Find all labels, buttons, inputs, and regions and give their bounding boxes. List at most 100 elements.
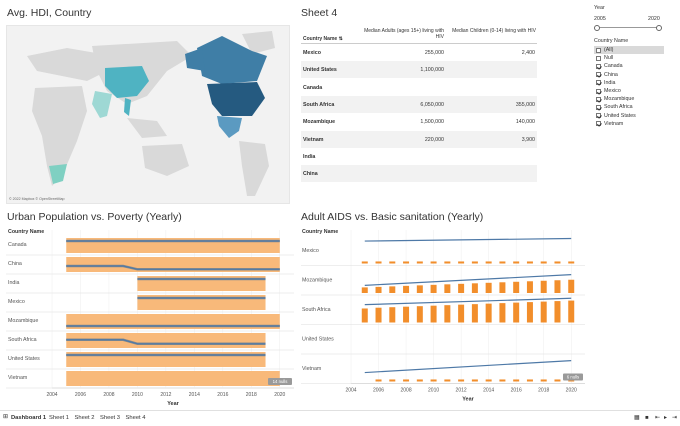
bar-mexico-2014 <box>485 261 492 264</box>
filter-item-canada[interactable]: Canada <box>594 62 664 70</box>
x-tick-label: 2006 <box>373 388 384 394</box>
table-row[interactable]: China <box>301 165 537 183</box>
vietnam-shape <box>124 98 131 116</box>
bar-vietnam-2007 <box>389 379 396 382</box>
filter-item-label: South Africa <box>604 104 633 111</box>
bar-mozambique-2018 <box>540 280 547 293</box>
nulls-badge[interactable] <box>268 378 292 385</box>
x-tick-label: 2012 <box>456 388 467 394</box>
filter-item-mozambique[interactable]: Mozambique <box>594 95 664 103</box>
nav-last-icon[interactable]: ⇥ <box>672 415 677 421</box>
grid-view-icon[interactable]: ▦ <box>634 415 640 421</box>
checkbox[interactable] <box>596 104 601 110</box>
filter-item-label: China <box>604 71 618 78</box>
year-slider-handle-min[interactable] <box>594 25 600 31</box>
checkbox[interactable] <box>596 55 601 61</box>
bar-south-africa-2008 <box>403 306 410 323</box>
bar-mozambique-2014 <box>485 282 492 293</box>
x-tick-label: 2016 <box>511 388 522 394</box>
bar-mozambique-2012 <box>458 283 465 293</box>
cell-country: Canada <box>303 84 323 91</box>
checkbox[interactable] <box>596 121 601 127</box>
filter-item-india[interactable]: India <box>594 79 664 87</box>
bar-south-africa-2010 <box>430 305 437 323</box>
nav-next-icon[interactable]: ▸ <box>664 415 667 421</box>
table-row[interactable]: India <box>301 148 537 165</box>
africa-shape <box>32 86 87 186</box>
nulls-badge[interactable] <box>563 373 583 381</box>
tab-sheet-4[interactable]: Sheet 4 <box>125 415 146 421</box>
bar-south-africa-2007 <box>389 307 396 323</box>
cell-country: Mexico <box>303 50 321 56</box>
filter-item-vietnam[interactable]: Vietnam <box>594 120 664 128</box>
bar-south-africa-2011 <box>444 305 451 323</box>
row-label-mexico: Mexico <box>8 299 25 305</box>
tab-sheet-1[interactable]: Sheet 1 <box>49 415 69 421</box>
year-slider-track[interactable] <box>597 27 659 28</box>
line-mexico <box>364 237 572 242</box>
tab-sheet-3[interactable]: Sheet 3 <box>100 415 120 421</box>
bar-south-africa-2013 <box>471 304 478 323</box>
checkbox[interactable] <box>596 113 601 119</box>
filter-item-all[interactable]: (All) <box>594 46 664 54</box>
col-header-country[interactable]: Country Name ⇅ <box>303 36 343 42</box>
table-row[interactable]: Mexico 255,000 2,400 <box>301 44 537 61</box>
filter-item-null[interactable]: Null <box>594 54 664 62</box>
line-vietnam <box>364 359 572 374</box>
table-row[interactable]: South Africa 6,050,000 355,000 <box>301 95 537 113</box>
checkbox[interactable] <box>596 63 601 69</box>
list-view-icon[interactable]: ■ <box>645 415 649 421</box>
tab-sheet-2[interactable]: Sheet 2 <box>74 415 95 421</box>
urban-chart[interactable]: 2004 2006 2008 2010 2012 2014 2016 2018 2020 Year… <box>0 230 300 410</box>
cell-adults: 1,500,000 <box>420 119 444 126</box>
nav-first-icon[interactable]: ⇤ <box>655 415 660 421</box>
filter-item-label: Canada <box>604 63 623 70</box>
x-tick-label: 2012 <box>160 392 171 398</box>
filter-item-label: Vietnam <box>604 120 624 127</box>
filter-item-label: Null <box>604 55 614 62</box>
bar-mozambique-2013 <box>471 283 478 293</box>
row-label-mozambique: Mozambique <box>8 318 38 324</box>
world-map[interactable]: © 2022 Mapbox © OpenStreetMap <box>6 25 290 204</box>
filter-item-china[interactable]: China <box>594 71 664 79</box>
checkbox[interactable] <box>596 72 601 78</box>
table-row[interactable]: Mozambique 1,500,000 140,000 <box>301 113 537 130</box>
col-header-children[interactable]: Median Children (0-14) living with HIV <box>452 28 536 34</box>
line-mozambique <box>364 274 572 286</box>
year-slider-handle-max[interactable] <box>656 25 662 31</box>
table-row[interactable]: Vietnam 220,000 3,900 <box>301 130 537 148</box>
table-row[interactable]: United States 1,100,000 <box>301 61 537 79</box>
bar-mexico-2015 <box>499 261 506 264</box>
x-tick-label: 2004 <box>46 392 57 398</box>
table-row[interactable]: Canada <box>301 79 537 96</box>
filter-item-label: India <box>604 79 616 86</box>
bar-mexico-2010 <box>430 261 437 264</box>
bar-vietnam-2012 <box>458 379 465 382</box>
bar-mexico-2016 <box>513 261 520 264</box>
bar-mozambique-2017 <box>526 281 533 293</box>
sort-icon[interactable]: ⇅ <box>338 36 343 42</box>
bar-south-africa-2009 <box>416 306 423 323</box>
bar-mexico-2019 <box>554 261 561 264</box>
bar-mozambique-2019 <box>554 280 561 293</box>
x-tick-label: 2014 <box>483 388 494 394</box>
filter-item-mexico[interactable]: Mexico <box>594 87 664 95</box>
tab-grid-icon[interactable]: ⊞ <box>3 414 8 420</box>
bar-vietnam-2006 <box>375 379 382 382</box>
x-tick-label: 2014 <box>189 392 200 398</box>
checkbox[interactable] <box>596 88 601 94</box>
filter-item-united-states[interactable]: United States <box>594 112 664 120</box>
filter-item-south-africa[interactable]: South Africa <box>594 103 664 111</box>
bar-south-africa-2016 <box>513 302 520 323</box>
checkbox[interactable] <box>596 47 601 53</box>
bar-mexico-2005 <box>361 261 368 264</box>
bar-south-africa-2018 <box>540 301 547 323</box>
china-shape <box>105 66 149 98</box>
sheet-tab-bar: ⊞ Dashboard 1 Sheet 1 Sheet 2 Sheet 3 Sheet … <box>0 410 680 426</box>
checkbox[interactable] <box>596 96 601 102</box>
col-header-adults[interactable]: Median Adults (ages 15+) living with HIV <box>364 28 444 40</box>
tab-dashboard-1[interactable]: Dashboard 1 <box>11 415 47 421</box>
checkbox[interactable] <box>596 80 601 86</box>
aids-chart[interactable]: 2004 2006 2008 2010 2012 2014 2016 2018 2020 Year… <box>295 230 595 410</box>
x-tick-label: 2010 <box>132 392 143 398</box>
